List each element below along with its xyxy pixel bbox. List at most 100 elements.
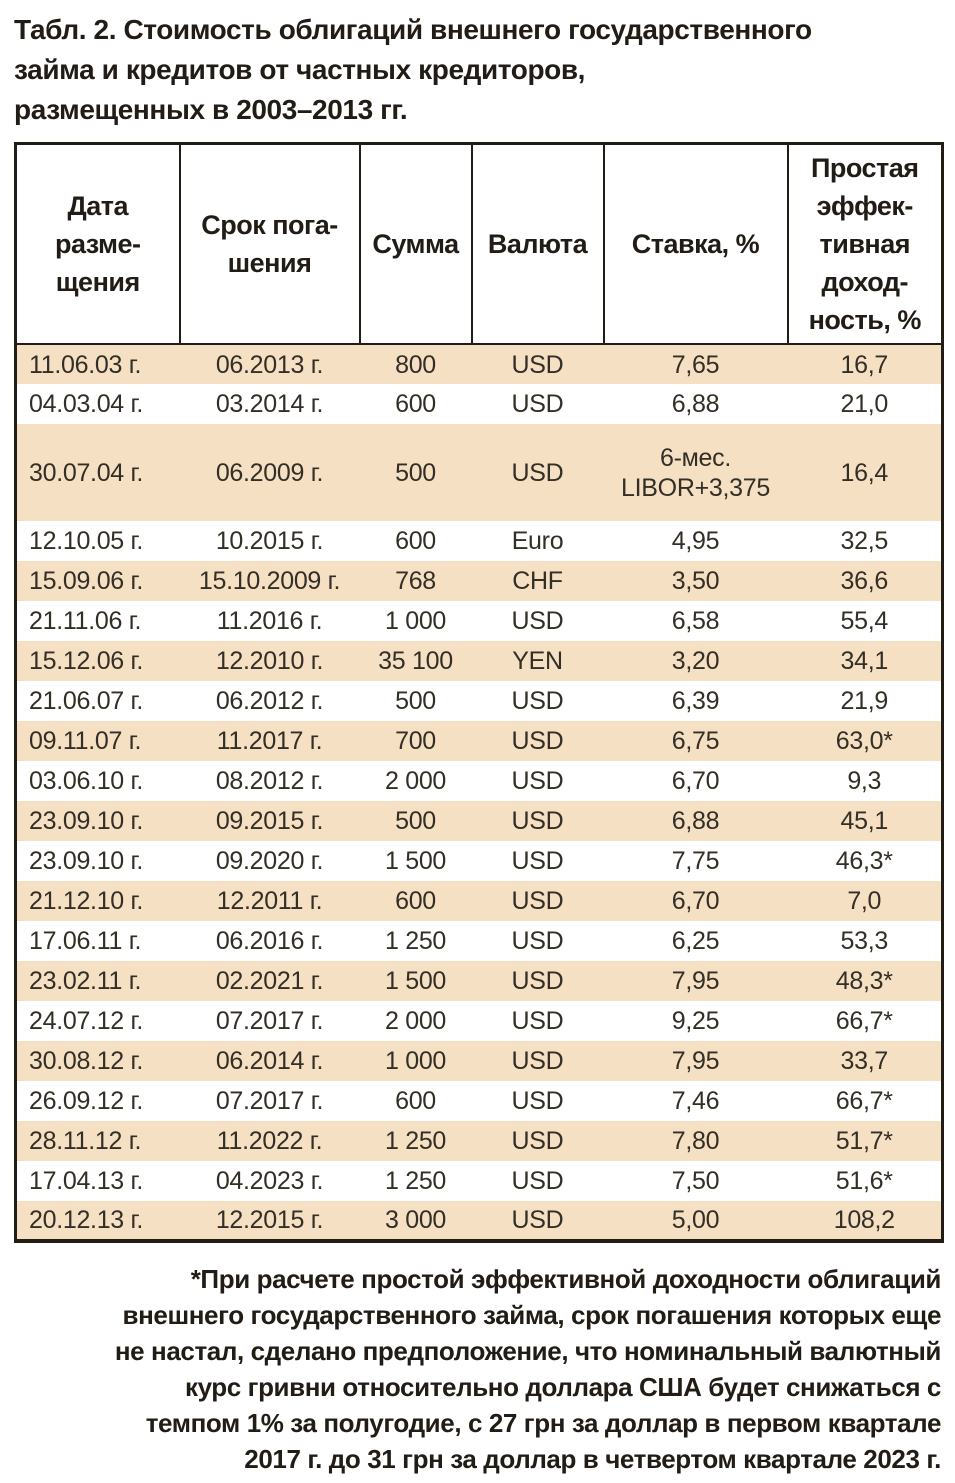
cell-maturity: 11.2022 г. bbox=[216, 1127, 323, 1155]
cell-currency: USD bbox=[511, 1206, 564, 1234]
cell-yield: 66,7* bbox=[835, 1087, 893, 1115]
header-rate: Ставка, % bbox=[603, 143, 789, 345]
table-row: 26.09.12 г. 07.2017 г. 600 USD 7,46 66,7* bbox=[15, 1081, 943, 1121]
cell-yield: 16,7 bbox=[840, 350, 889, 379]
footnote: *При расчете простой эффективной доходно… bbox=[114, 1264, 942, 1474]
cell-amount: 600 bbox=[395, 390, 436, 418]
cell-amount: 1 500 bbox=[384, 967, 447, 995]
cell-maturity: 08.2012 г. bbox=[215, 767, 324, 795]
cell-amount: 2 000 bbox=[384, 767, 447, 795]
cell-maturity: 11.2016 г. bbox=[216, 607, 323, 635]
cell-currency: USD bbox=[511, 1047, 564, 1075]
cell-placement-date: 20.12.13 г. bbox=[29, 1206, 143, 1234]
cell-rate: 7,95 bbox=[671, 1047, 720, 1075]
cell-yield: 46,3* bbox=[835, 847, 893, 875]
cell-rate: 7,75 bbox=[671, 847, 720, 875]
cell-currency: Euro bbox=[511, 527, 564, 555]
cell-yield: 51,6* bbox=[835, 1167, 893, 1195]
cell-rate: 6,75 bbox=[671, 727, 720, 755]
table-row: 21.11.06 г. 11.2016 г. 1 000 USD 6,58 55,4 bbox=[15, 601, 943, 641]
cell-yield: 21,0 bbox=[840, 390, 889, 418]
cell-rate: 7,65 bbox=[671, 350, 720, 379]
cell-amount: 700 bbox=[395, 727, 436, 755]
table-body: 11.06.03 г. 06.2013 г. 800 USD 7,65 16,7 04.03… bbox=[15, 344, 943, 1241]
cell-amount: 500 bbox=[395, 807, 436, 835]
cell-currency: USD bbox=[511, 887, 564, 915]
cell-yield: 55,4 bbox=[840, 607, 889, 635]
cell-currency: USD bbox=[511, 967, 564, 995]
cell-maturity: 09.2020 г. bbox=[215, 847, 324, 875]
cell-currency: USD bbox=[511, 1167, 564, 1195]
cell-yield: 108,2 bbox=[833, 1206, 895, 1234]
cell-placement-date: 11.06.03 г. bbox=[29, 350, 142, 379]
cell-placement-date: 21.11.06 г. bbox=[29, 607, 142, 635]
cell-amount: 1 250 bbox=[384, 1167, 447, 1195]
cell-yield: 33,7 bbox=[840, 1047, 889, 1075]
cell-placement-date: 17.06.11 г. bbox=[29, 927, 142, 955]
cell-maturity: 02.2021 г. bbox=[215, 967, 324, 995]
table-row: 23.09.10 г. 09.2015 г. 500 USD 6,88 45,1 bbox=[15, 801, 943, 841]
cell-yield: 36,6 bbox=[840, 567, 889, 595]
cell-currency: USD bbox=[511, 607, 564, 635]
cell-currency: CHF bbox=[512, 567, 563, 595]
table-row: 23.02.11 г. 02.2021 г. 1 500 USD 7,95 48,3* bbox=[15, 961, 943, 1001]
cell-currency: USD bbox=[511, 847, 564, 875]
cell-maturity: 03.2014 г. bbox=[215, 390, 324, 418]
cell-amount: 600 bbox=[395, 527, 436, 555]
table-row: 24.07.12 г. 07.2017 г. 2 000 USD 9,25 66,7* bbox=[15, 1001, 943, 1041]
bonds-table: Дата разме- щения Срок пога- шения Сумма… bbox=[14, 142, 944, 1243]
cell-rate: 6,39 bbox=[671, 687, 720, 715]
cell-yield: 51,7* bbox=[835, 1127, 893, 1155]
table-row: 09.11.07 г. 11.2017 г. 700 USD 6,75 63,0* bbox=[15, 721, 943, 761]
cell-placement-date: 28.11.12 г. bbox=[29, 1127, 142, 1155]
cell-currency: USD bbox=[511, 767, 564, 795]
cell-yield: 16,4 bbox=[840, 458, 889, 487]
cell-yield: 63,0* bbox=[835, 727, 893, 755]
cell-amount: 1 000 bbox=[384, 1047, 447, 1075]
cell-placement-date: 24.07.12 г. bbox=[29, 1007, 143, 1035]
cell-placement-date: 15.09.06 г. bbox=[29, 567, 143, 595]
cell-placement-date: 04.03.04 г. bbox=[29, 390, 143, 418]
cell-rate: 4,95 bbox=[671, 527, 720, 555]
cell-currency: USD bbox=[511, 687, 564, 715]
cell-placement-date: 17.04.13 г. bbox=[29, 1167, 143, 1195]
cell-amount: 1 000 bbox=[384, 607, 447, 635]
cell-maturity: 12.2010 г. bbox=[215, 647, 324, 675]
table-row: 17.04.13 г. 04.2023 г. 1 250 USD 7,50 51,6* bbox=[15, 1161, 943, 1201]
cell-yield: 32,5 bbox=[840, 527, 889, 555]
table-row: 03.06.10 г. 08.2012 г. 2 000 USD 6,70 9,3 bbox=[15, 761, 943, 801]
cell-maturity: 15.10.2009 г. bbox=[198, 567, 341, 595]
cell-placement-date: 21.12.10 г. bbox=[29, 887, 143, 915]
table-row: 30.08.12 г. 06.2014 г. 1 000 USD 7,95 33,7 bbox=[15, 1041, 943, 1081]
cell-maturity: 06.2009 г. bbox=[215, 458, 324, 487]
cell-placement-date: 12.10.05 г. bbox=[29, 527, 143, 555]
cell-maturity: 12.2011 г. bbox=[216, 887, 323, 915]
cell-amount: 2 000 bbox=[384, 1007, 447, 1035]
cell-maturity: 06.2014 г. bbox=[215, 1047, 324, 1075]
cell-currency: USD bbox=[511, 390, 564, 418]
cell-placement-date: 30.07.04 г. bbox=[29, 458, 143, 487]
cell-maturity: 07.2017 г. bbox=[215, 1087, 324, 1115]
cell-placement-date: 09.11.07 г. bbox=[29, 727, 142, 755]
header-placement-date: Дата разме- щения bbox=[15, 143, 181, 345]
table-row: 21.12.10 г. 12.2011 г. 600 USD 6,70 7,0 bbox=[15, 881, 943, 921]
cell-amount: 1 250 bbox=[384, 927, 447, 955]
cell-amount: 35 100 bbox=[378, 647, 453, 675]
cell-maturity: 10.2015 г. bbox=[215, 527, 324, 555]
cell-rate: 3,50 bbox=[671, 567, 720, 595]
table-row: 12.10.05 г. 10.2015 г. 600 Euro 4,95 32,5 bbox=[15, 521, 943, 561]
cell-yield: 34,1 bbox=[840, 647, 889, 675]
cell-yield: 45,1 bbox=[840, 807, 889, 835]
cell-rate: 6-мес. LIBOR+3,375 bbox=[621, 443, 770, 502]
cell-amount: 1 250 bbox=[384, 1127, 447, 1155]
cell-rate: 6,58 bbox=[671, 607, 720, 635]
cell-rate: 6,25 bbox=[671, 927, 720, 955]
cell-amount: 600 bbox=[395, 1087, 436, 1115]
table-row: 30.07.04 г. 06.2009 г. 500 USD 6-мес. LIBOR+… bbox=[15, 424, 943, 521]
cell-yield: 48,3* bbox=[835, 967, 893, 995]
table-row: 21.06.07 г. 06.2012 г. 500 USD 6,39 21,9 bbox=[15, 681, 943, 721]
cell-maturity: 04.2023 г. bbox=[215, 1167, 324, 1195]
table-row: 04.03.04 г. 03.2014 г. 600 USD 6,88 21,0 bbox=[15, 384, 943, 424]
table-row: 20.12.13 г. 12.2015 г. 3 000 USD 5,00 108,2 bbox=[15, 1201, 943, 1241]
